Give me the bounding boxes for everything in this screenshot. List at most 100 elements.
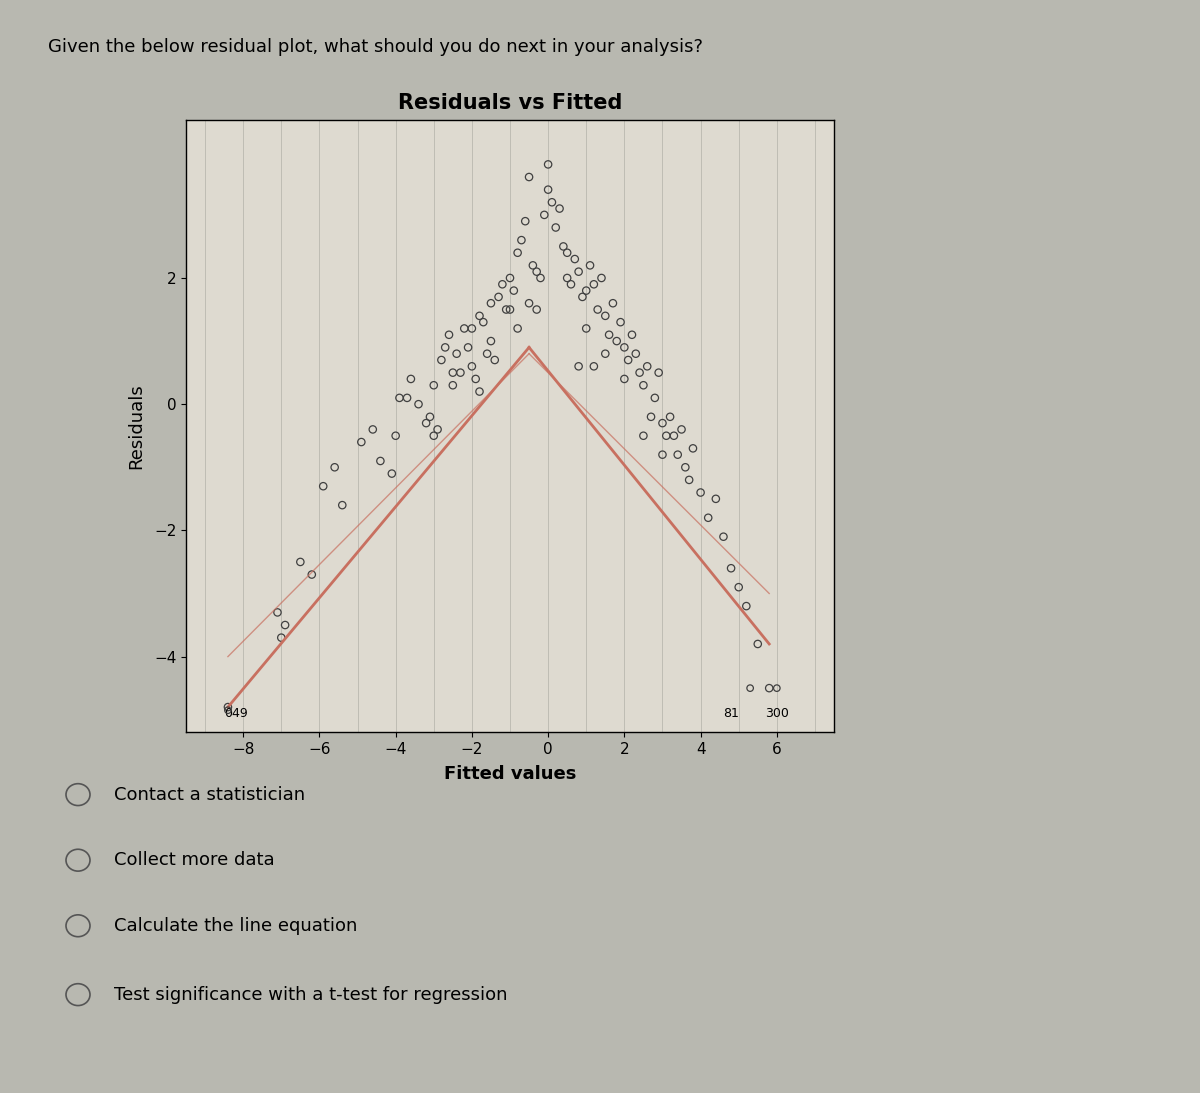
Point xyxy=(539,155,558,173)
Point xyxy=(604,294,623,312)
Point xyxy=(313,478,332,495)
Point xyxy=(451,364,470,381)
Point xyxy=(527,263,546,281)
Point xyxy=(218,698,238,716)
Point xyxy=(569,357,588,375)
Point xyxy=(767,680,786,697)
Point xyxy=(383,465,402,482)
Point xyxy=(485,351,504,368)
Point xyxy=(623,326,642,343)
Point xyxy=(595,345,614,363)
Point xyxy=(634,427,653,445)
Point xyxy=(546,219,565,236)
Point xyxy=(721,560,740,577)
Point xyxy=(271,628,290,646)
Point xyxy=(371,453,390,470)
Point xyxy=(470,307,490,325)
Point xyxy=(565,250,584,268)
Point xyxy=(642,408,661,425)
Point xyxy=(500,269,520,286)
Point xyxy=(504,282,523,299)
Point xyxy=(290,553,310,571)
Point xyxy=(588,301,607,318)
Point xyxy=(626,345,646,363)
Point xyxy=(691,484,710,502)
Point xyxy=(436,339,455,356)
Point xyxy=(432,351,451,368)
Point xyxy=(497,301,516,318)
Point xyxy=(364,421,383,438)
Point xyxy=(595,307,614,325)
Point xyxy=(607,332,626,350)
Point xyxy=(760,680,779,697)
Point xyxy=(569,263,588,281)
Point xyxy=(668,446,688,463)
Point xyxy=(401,371,420,388)
Point xyxy=(737,598,756,615)
Point xyxy=(630,364,649,381)
Point xyxy=(646,389,665,407)
Point xyxy=(550,200,569,218)
Point xyxy=(424,427,443,445)
Point xyxy=(276,616,295,634)
Point xyxy=(386,427,406,445)
Point xyxy=(581,257,600,274)
Text: Given the below residual plot, what should you do next in your analysis?: Given the below residual plot, what shou… xyxy=(48,38,703,56)
Title: Residuals vs Fitted: Residuals vs Fitted xyxy=(398,93,622,113)
Point xyxy=(558,244,577,261)
Point xyxy=(683,439,702,457)
Point xyxy=(584,275,604,293)
Point xyxy=(676,459,695,477)
Point xyxy=(462,357,481,375)
Text: Contact a statistician: Contact a statistician xyxy=(114,786,305,803)
Text: 049: 049 xyxy=(224,706,248,719)
Y-axis label: Residuals: Residuals xyxy=(127,384,145,469)
Point xyxy=(520,168,539,186)
Point xyxy=(707,490,726,507)
Point xyxy=(679,471,698,489)
Point xyxy=(466,371,485,388)
Point xyxy=(478,345,497,363)
Point xyxy=(302,566,322,584)
Point xyxy=(352,433,371,450)
Point xyxy=(481,332,500,350)
Point xyxy=(397,389,416,407)
Point xyxy=(332,496,352,514)
Text: Test significance with a t-test for regression: Test significance with a t-test for regr… xyxy=(114,986,508,1003)
Point xyxy=(508,244,527,261)
Point xyxy=(500,301,520,318)
Point xyxy=(748,635,767,653)
Point xyxy=(665,427,684,445)
Point xyxy=(584,357,604,375)
Point xyxy=(428,421,448,438)
Point xyxy=(516,212,535,230)
Point xyxy=(637,357,656,375)
Point xyxy=(562,275,581,293)
Point xyxy=(390,389,409,407)
Point xyxy=(614,339,634,356)
Point xyxy=(409,396,428,413)
Point xyxy=(600,326,619,343)
Point xyxy=(424,376,443,393)
Point xyxy=(416,414,436,432)
Point xyxy=(481,294,500,312)
Text: 300: 300 xyxy=(766,706,790,719)
Point xyxy=(470,383,490,400)
Point xyxy=(488,289,508,306)
Point xyxy=(493,275,512,293)
Point xyxy=(530,269,550,286)
Point xyxy=(508,320,527,338)
Point xyxy=(577,282,596,299)
Text: Collect more data: Collect more data xyxy=(114,851,275,869)
Point xyxy=(523,257,542,274)
Point xyxy=(553,237,572,255)
Point xyxy=(268,603,287,621)
Point xyxy=(714,528,733,545)
Point xyxy=(730,578,749,596)
Point xyxy=(535,207,554,224)
Text: 81: 81 xyxy=(724,706,739,719)
Point xyxy=(462,320,481,338)
Point xyxy=(614,371,634,388)
Point xyxy=(443,364,462,381)
Point xyxy=(520,294,539,312)
